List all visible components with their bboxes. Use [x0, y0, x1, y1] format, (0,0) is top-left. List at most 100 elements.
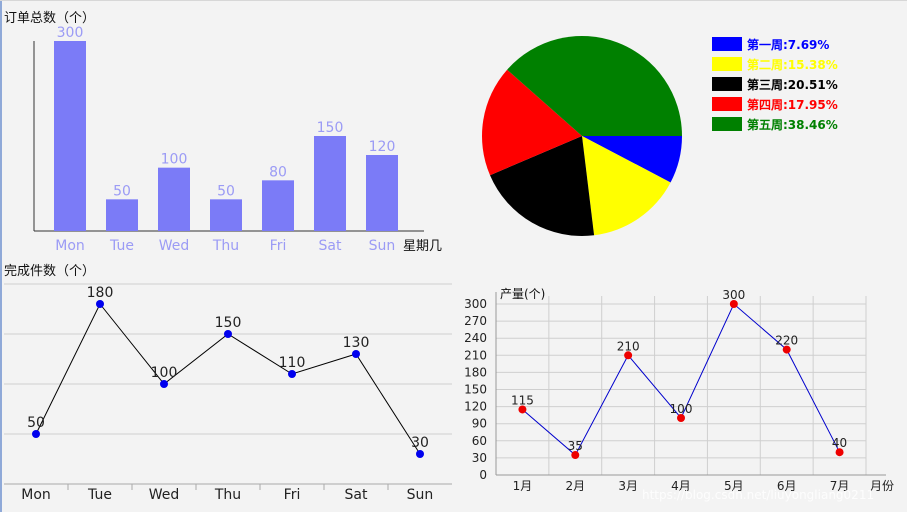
x-tick-label: Sun — [369, 238, 396, 254]
legend-swatch — [712, 77, 742, 91]
data-point — [677, 414, 685, 422]
x-tick-label: 1月 — [513, 479, 533, 493]
x-tick-label: Sat — [345, 487, 368, 503]
data-label: 40 — [832, 436, 847, 450]
data-point — [160, 380, 168, 388]
data-label: 30 — [411, 435, 429, 451]
y-tick-label: 0 — [479, 468, 487, 482]
x-tick-label: Tue — [109, 238, 134, 254]
data-point — [835, 448, 844, 457]
bar-chart-orders: 订单总数（个）300 Mon 50 Tue 100 Wed 50 Thu 80 Fri 150 Sat… — [4, 11, 442, 254]
x-tick-label: 2月 — [565, 479, 585, 493]
pie-chart-weekly: 第一周:7.69% 第二周:15.38% 第三周:20.51% 第四周:17.95% 第… — [481, 36, 838, 236]
pie-slice — [507, 36, 682, 136]
x-tick-label: Thu — [214, 487, 241, 503]
x-tick-label: Fri — [284, 487, 301, 503]
bar — [158, 167, 190, 231]
data-label: 210 — [617, 339, 640, 353]
bar-value-label: 50 — [217, 183, 235, 199]
bar — [106, 199, 138, 231]
x-axis-title: 星期几 — [403, 239, 442, 254]
x-tick-label: 4月 — [671, 479, 691, 493]
data-point — [224, 330, 232, 338]
data-point — [571, 451, 580, 460]
legend-swatch — [712, 97, 742, 111]
y-tick-label: 300 — [464, 297, 487, 311]
data-label: 100 — [670, 402, 693, 416]
data-label: 110 — [279, 355, 306, 371]
x-tick-label: 5月 — [724, 479, 744, 493]
x-tick-label: Thu — [212, 238, 239, 254]
data-point — [352, 350, 360, 358]
data-point — [416, 450, 424, 458]
data-point — [32, 430, 40, 438]
data-label: 180 — [87, 285, 114, 301]
bar — [314, 136, 346, 231]
y-tick-label: 210 — [464, 348, 487, 362]
watermark-text: https://blog.csdn.net/liuyongliang0211 — [642, 488, 874, 502]
bar-value-label: 50 — [113, 183, 131, 199]
legend-label: 第一周:7.69% — [747, 37, 829, 52]
data-label: 50 — [27, 415, 45, 431]
x-tick-label: 3月 — [618, 479, 638, 493]
data-point — [288, 370, 296, 378]
data-point — [96, 300, 104, 308]
y-tick-label: 30 — [472, 451, 487, 465]
data-point — [518, 405, 527, 414]
legend-swatch — [712, 57, 742, 71]
data-label: 220 — [775, 334, 798, 348]
x-tick-label: 6月 — [777, 479, 797, 493]
y-tick-label: 120 — [464, 400, 487, 414]
top-edge-rule — [0, 0, 907, 1]
data-label: 130 — [343, 335, 370, 351]
x-tick-label: Fri — [270, 238, 287, 254]
bar-value-label: 80 — [269, 164, 287, 180]
y-tick-label: 270 — [464, 314, 487, 328]
x-tick-label: Mon — [21, 487, 51, 503]
bar-value-label: 100 — [161, 152, 188, 168]
legend-label: 第三周:20.51% — [747, 77, 838, 92]
bar-value-label: 120 — [369, 139, 396, 155]
bar — [54, 41, 86, 231]
bar — [210, 199, 242, 231]
pie-slice — [582, 136, 671, 236]
legend-swatch — [712, 117, 742, 131]
pie-slice — [582, 136, 682, 183]
y-tick-label: 90 — [472, 417, 487, 431]
data-label: 100 — [151, 365, 178, 381]
pie-slice — [490, 136, 595, 236]
bar — [366, 155, 398, 231]
chart-title: 完成件数（个） — [4, 264, 95, 279]
series-line — [522, 303, 841, 456]
x-tick-label: Mon — [55, 238, 85, 254]
legend-label: 第二周:15.38% — [747, 57, 838, 72]
y-tick-label: 60 — [472, 434, 487, 448]
x-axis-title: 月份 — [870, 479, 894, 493]
data-point — [782, 345, 791, 354]
data-label: 35 — [568, 439, 583, 453]
left-edge-rule — [0, 0, 2, 512]
data-label: 115 — [511, 393, 534, 407]
data-point — [624, 351, 633, 360]
y-tick-label: 150 — [464, 383, 487, 397]
chart-title: 订单总数（个） — [4, 11, 95, 26]
data-label: 150 — [215, 315, 242, 331]
legend-swatch — [712, 37, 742, 51]
x-tick-label: Tue — [87, 487, 112, 503]
line-chart-completed: 完成件数（个） 50 Mon 180 Tue 100 Wed 150 Thu 110 Fri 130 S… — [4, 264, 452, 503]
x-tick-label: Sun — [407, 487, 434, 503]
bar — [262, 180, 294, 231]
y-tick-label: 240 — [464, 331, 487, 345]
x-tick-label: Wed — [149, 487, 180, 503]
x-tick-label: Wed — [159, 238, 190, 254]
data-label: 300 — [722, 288, 745, 302]
x-tick-label: Sat — [319, 238, 342, 254]
data-point — [729, 300, 738, 308]
y-tick-label: 180 — [464, 365, 487, 379]
line-chart-output: 产量(个) 0 30 60 90 120 150 180 210 240 270 300 115 1月 35… — [464, 287, 894, 493]
bar-value-label: 150 — [317, 120, 344, 136]
pie-slice — [481, 69, 582, 176]
legend-label: 第四周:17.95% — [747, 97, 838, 112]
legend-label: 第五周:38.46% — [747, 117, 838, 132]
